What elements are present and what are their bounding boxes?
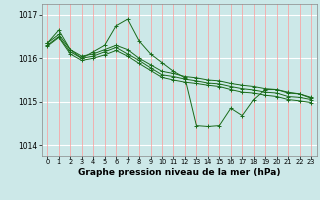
X-axis label: Graphe pression niveau de la mer (hPa): Graphe pression niveau de la mer (hPa) xyxy=(78,168,280,177)
